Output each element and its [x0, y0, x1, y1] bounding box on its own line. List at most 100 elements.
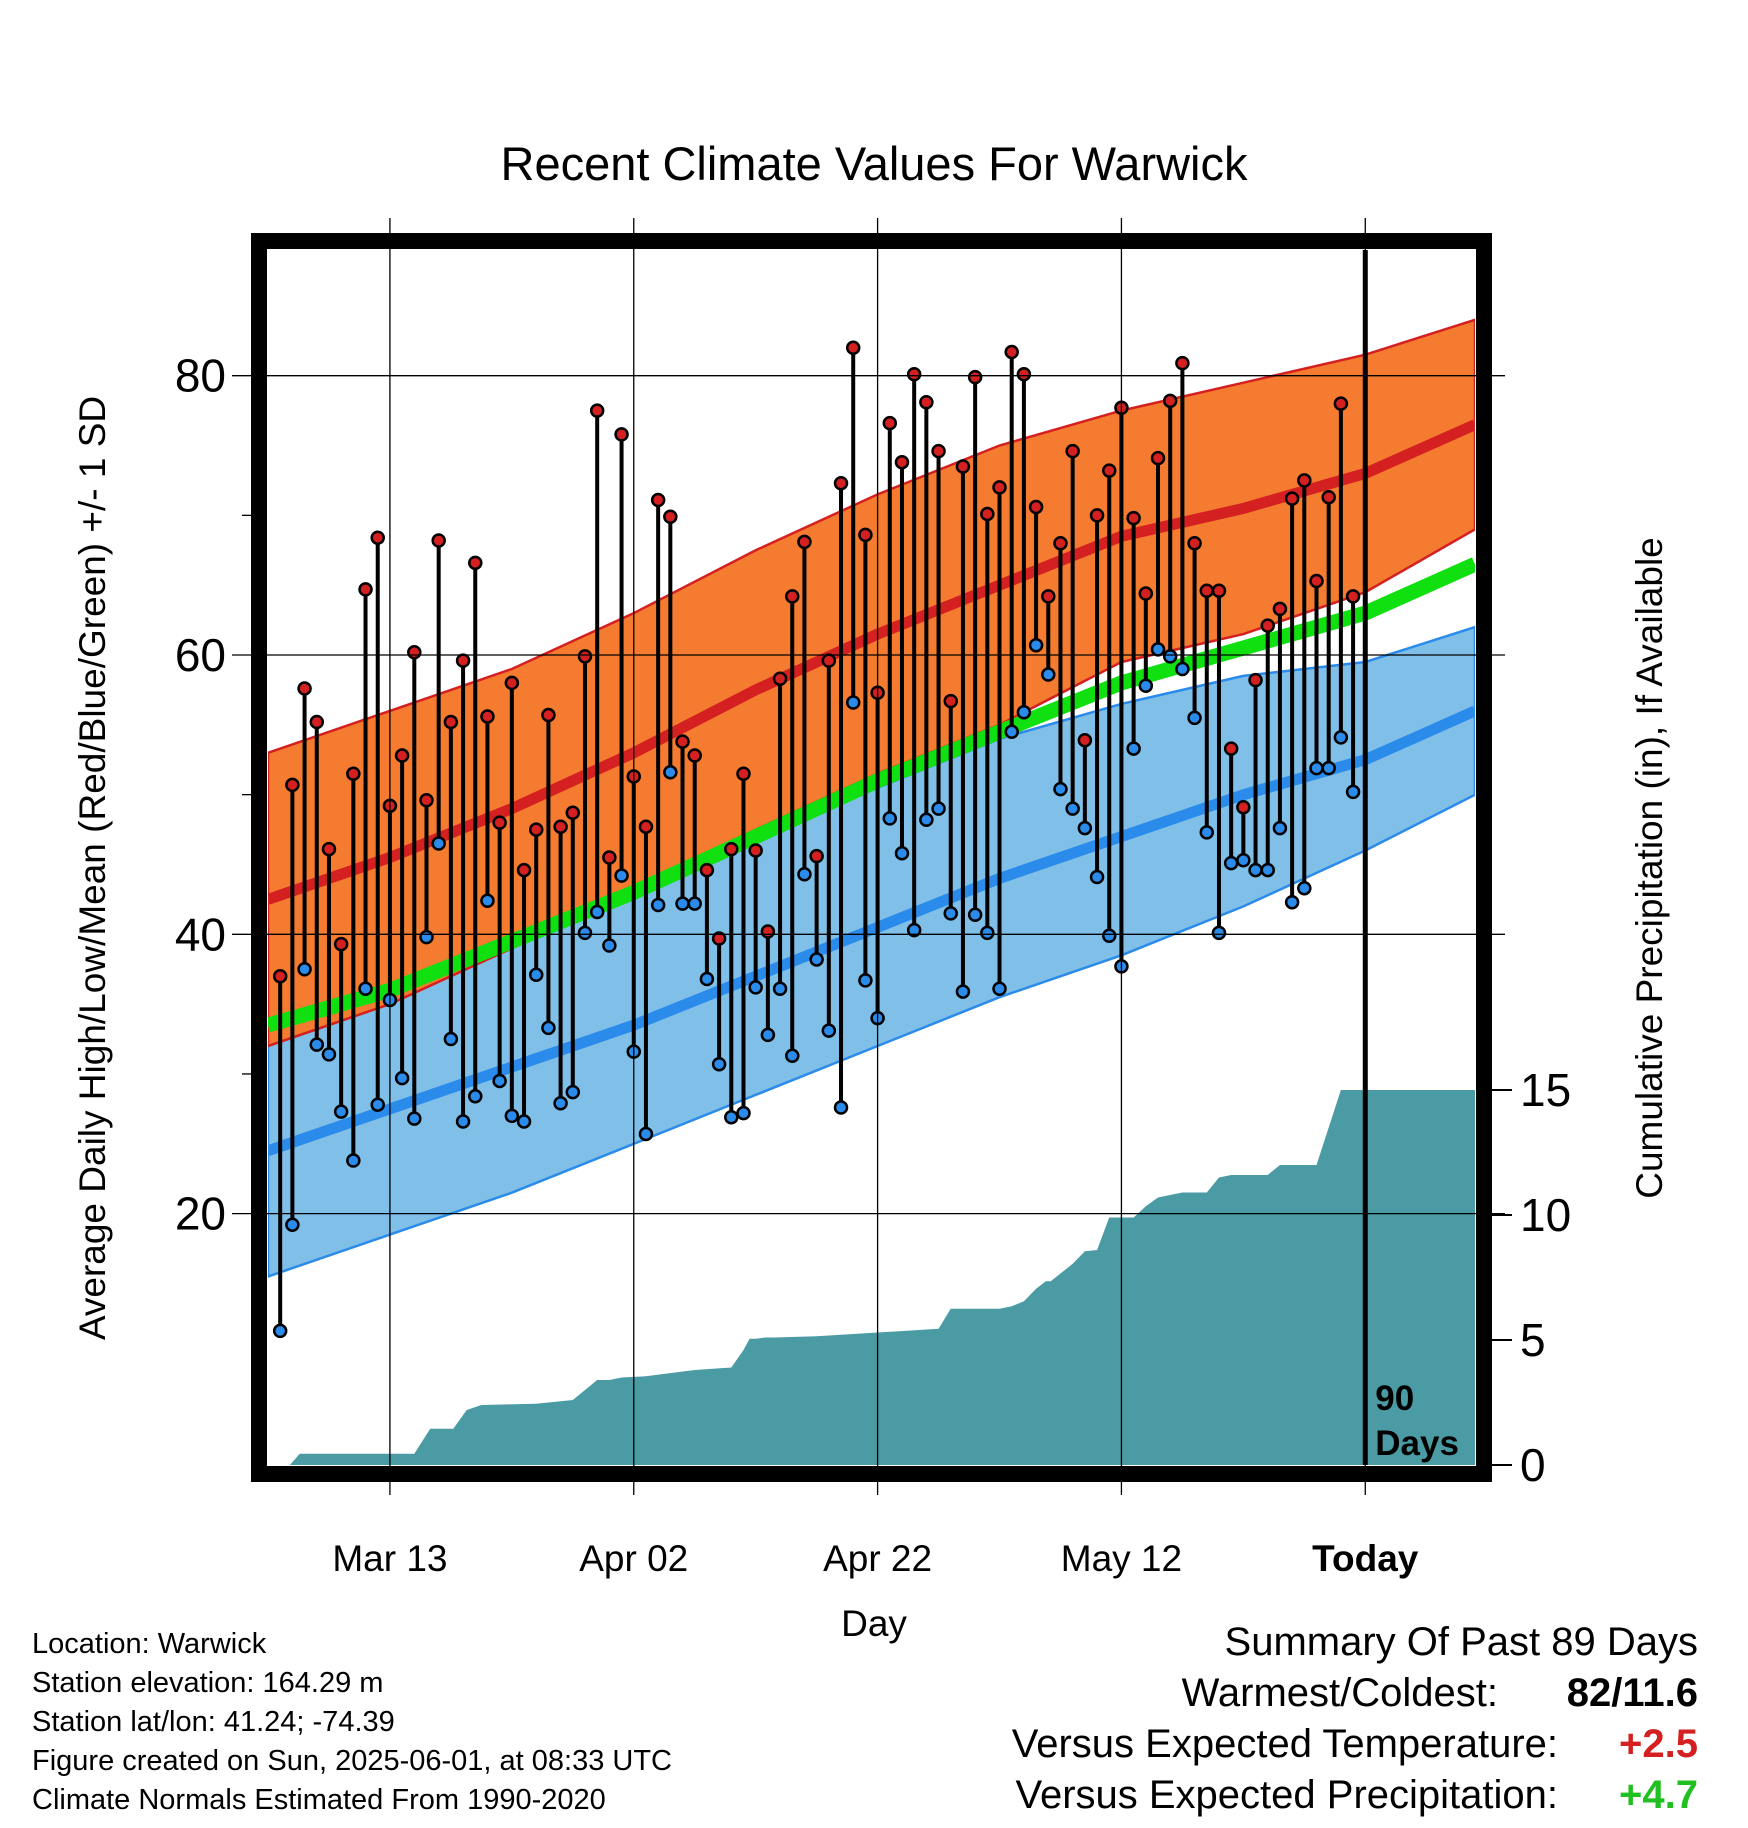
daily-low-point	[955, 984, 971, 999]
daily-low-point	[1260, 862, 1275, 878]
daily-high-point	[1016, 367, 1032, 382]
daily-high-point	[821, 653, 837, 668]
temp-departure-label: Versus Expected Temperature:	[1011, 1722, 1558, 1766]
info-latlon: Station lat/lon: 41.24; -74.39	[32, 1706, 395, 1738]
daily-high-point	[1199, 583, 1215, 599]
daily-low-point	[919, 812, 934, 828]
daily-high-point	[1211, 583, 1227, 599]
daily-low-point	[1187, 710, 1202, 726]
daily-high-point	[321, 841, 337, 857]
daily-low-point	[419, 929, 434, 945]
y-tick-label-right: 0	[1520, 1439, 1546, 1491]
daily-high-point	[1175, 355, 1190, 371]
daily-high-point	[1041, 589, 1056, 604]
daily-low-point	[358, 981, 373, 997]
daily-high-point	[650, 492, 666, 508]
daily-low-point	[528, 967, 544, 983]
daily-high-point	[516, 862, 532, 878]
daily-high-point	[455, 653, 471, 668]
daily-high-point	[760, 924, 776, 939]
daily-high-point	[1053, 536, 1068, 551]
daily-low-point	[602, 938, 617, 953]
daily-low-point	[906, 922, 922, 938]
daily-high-point	[468, 555, 483, 571]
daily-low-point	[724, 1110, 739, 1125]
precip-area	[268, 1090, 1475, 1465]
daily-low-point	[321, 1047, 337, 1062]
daily-high-point	[309, 714, 325, 730]
daily-low-point	[589, 904, 605, 920]
y-tick-label-left: 20	[175, 1188, 226, 1240]
daily-low-point	[1309, 760, 1324, 776]
summary-heading: Summary Of Past 89 Days	[1224, 1620, 1698, 1664]
daily-high-point	[614, 427, 629, 442]
daily-high-point	[1089, 508, 1105, 523]
x-tick-label: Apr 22	[823, 1538, 932, 1579]
daily-high-point	[772, 671, 788, 686]
x-axis-label: Day	[841, 1603, 907, 1644]
daily-low-point	[272, 1323, 288, 1339]
daily-low-point	[1223, 855, 1239, 871]
daily-low-point	[821, 1023, 837, 1038]
daily-high-point	[297, 681, 312, 696]
daily-low-point	[1175, 661, 1190, 677]
info-elevation: Station elevation: 164.29 m	[32, 1667, 384, 1699]
daily-low-point	[394, 1070, 410, 1086]
daily-low-point	[407, 1111, 422, 1126]
daily-high-point	[833, 475, 849, 491]
y-tick-label-right: 5	[1520, 1314, 1546, 1366]
daily-high-point	[675, 734, 690, 749]
daily-low-point	[1016, 705, 1032, 720]
daily-high-point	[980, 506, 995, 522]
daily-high-point	[1004, 344, 1019, 360]
daily-high-point	[333, 936, 349, 952]
daily-high-point	[443, 714, 459, 730]
daily-high-point	[955, 459, 971, 474]
x-tick-label: Mar 13	[332, 1538, 447, 1579]
daily-low-point	[931, 801, 946, 816]
daily-high-point	[1223, 741, 1239, 756]
daily-low-point	[858, 973, 873, 988]
daily-high-point	[785, 589, 800, 604]
daily-high-point	[809, 848, 824, 864]
daily-low-point	[577, 925, 593, 941]
daily-low-point	[565, 1084, 581, 1100]
daily-low-point	[1053, 781, 1068, 797]
daily-high-point	[1272, 601, 1288, 617]
daily-high-point	[797, 534, 812, 550]
summary-panel: Summary Of Past 89 Days Warmest/Coldest:…	[798, 1620, 1698, 1824]
daily-low-point	[967, 907, 983, 923]
daily-low-point	[687, 896, 702, 911]
daily-high-point	[1028, 499, 1044, 515]
daily-high-point	[1236, 799, 1251, 815]
x-tick-label: Apr 02	[579, 1538, 688, 1579]
daily-low-point	[833, 1100, 849, 1115]
daily-low-point	[943, 906, 958, 921]
daily-low-point	[553, 1096, 568, 1111]
daily-low-point	[1248, 862, 1263, 878]
daily-low-point	[882, 811, 898, 826]
daily-high-point	[553, 819, 568, 835]
daily-high-point	[1333, 396, 1349, 411]
daily-low-point	[845, 695, 861, 710]
daily-high-point	[431, 533, 446, 548]
daily-low-point	[492, 1073, 507, 1089]
warmest-coldest-value: 82/11.6	[1566, 1671, 1698, 1715]
daily-low-point	[431, 836, 446, 851]
daily-low-point	[980, 925, 995, 941]
y-tick-label-right: 10	[1520, 1189, 1571, 1241]
daily-high-point	[1187, 536, 1202, 551]
daily-high-point	[919, 394, 934, 410]
daily-high-point	[419, 792, 434, 808]
daily-high-point	[906, 367, 922, 382]
daily-high-point	[407, 644, 422, 660]
daily-low-point	[736, 1105, 751, 1121]
daily-low-point	[1028, 637, 1044, 653]
daily-low-point	[797, 867, 812, 882]
daily-low-point	[675, 896, 690, 911]
daily-high-point	[602, 850, 617, 865]
daily-high-point	[1284, 491, 1300, 506]
daily-low-point	[1297, 880, 1312, 896]
daily-high-point	[565, 805, 581, 821]
daily-high-point	[699, 862, 715, 878]
